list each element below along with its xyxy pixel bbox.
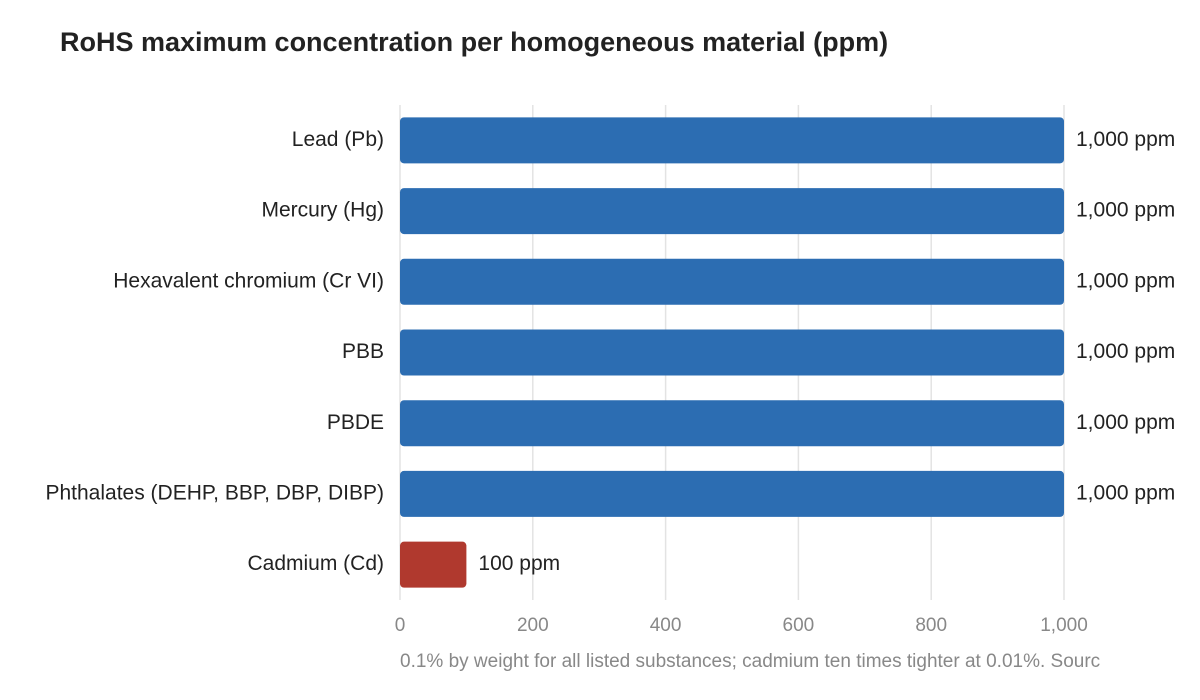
value-label: 1,000 ppm [1076,269,1175,292]
y-tick-label: Mercury (Hg) [261,199,384,222]
chart-title: RoHS maximum concentration per homogeneo… [60,27,888,57]
value-label: 1,000 ppm [1076,340,1175,363]
x-tick-label: 400 [650,615,682,636]
y-tick-label: Lead (Pb) [292,128,384,151]
y-tick-label: Hexavalent chromium (Cr VI) [113,269,384,292]
x-tick-label: 1,000 [1040,615,1088,636]
x-tick-label: 600 [783,615,815,636]
x-tick-label: 0 [395,615,406,636]
x-tick-label: 200 [517,615,549,636]
bar [400,400,1064,447]
y-tick-label: Phthalates (DEHP, BBP, DBP, DIBP) [45,481,384,504]
y-tick-label: PBB [342,340,384,363]
footnote: 0.1% by weight for all listed substances… [400,651,1100,672]
value-label: 1,000 ppm [1076,199,1175,222]
bar [400,329,1064,376]
bar [400,541,467,588]
value-label: 1,000 ppm [1076,411,1175,434]
bar [400,117,1064,164]
x-tick-label: 800 [915,615,947,636]
value-label: 1,000 ppm [1076,481,1175,504]
value-label: 100 ppm [478,552,560,575]
y-tick-label: Cadmium (Cd) [247,552,384,575]
bar [400,470,1064,517]
bar [400,188,1064,235]
y-tick-label: PBDE [327,411,384,434]
bar [400,258,1064,305]
value-label: 1,000 ppm [1076,128,1175,151]
